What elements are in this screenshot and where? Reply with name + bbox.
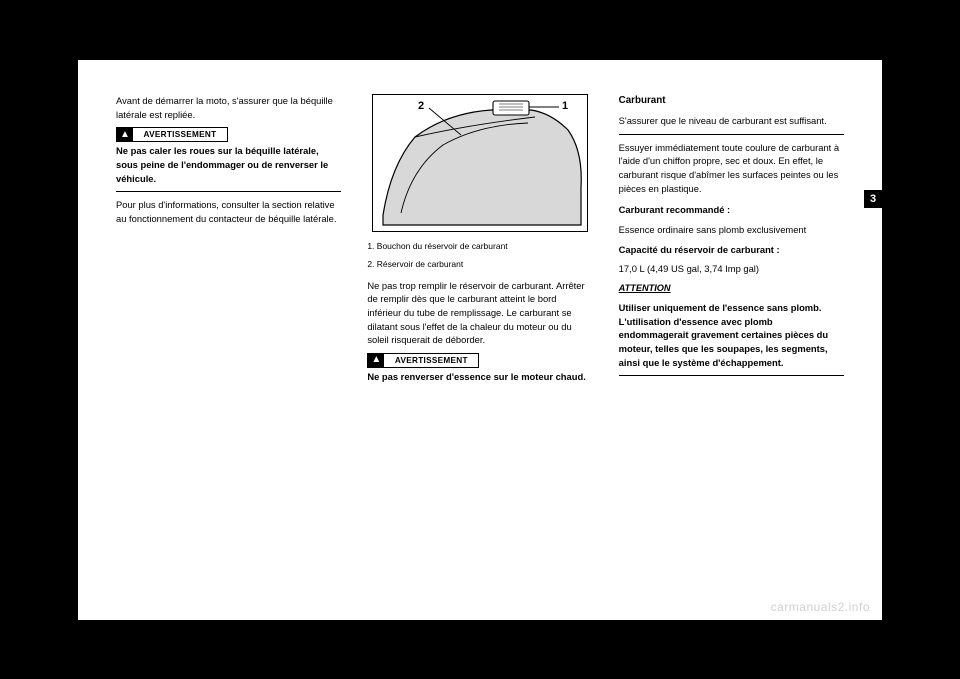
callout-1: 1 xyxy=(561,99,569,115)
body-text: Pour plus d'informations, consulter la s… xyxy=(116,198,341,225)
section-heading: Carburant xyxy=(619,94,844,108)
callout-2: 2 xyxy=(417,99,425,115)
warning-triangle-icon: ▲ xyxy=(117,128,133,141)
source-watermark: carmanuals2.info xyxy=(771,600,870,614)
spec-value: 17,0 L (4,49 US gal, 3,74 Imp gal) xyxy=(619,262,844,276)
warning-badge: ▲ AVERTISSEMENT xyxy=(367,353,479,368)
warning-badge: ▲ AVERTISSEMENT xyxy=(116,127,228,142)
manual-page: 3 Avant de démarrer la moto, s'assurer q… xyxy=(78,60,882,620)
fuel-tank-illustration xyxy=(373,95,588,232)
attention-label: ATTENTION xyxy=(619,282,844,295)
divider xyxy=(116,191,341,192)
figure-caption-1: 1. Bouchon du réservoir de carburant xyxy=(367,240,592,252)
warning-text: Ne pas caler les roues sur la béquille l… xyxy=(116,144,341,185)
column-2: 2 1 1. Bouchon du réservoir de carburant… xyxy=(367,94,592,564)
body-text: Essuyer immédiatement toute coulure de c… xyxy=(619,141,844,196)
chapter-tab: 3 xyxy=(864,190,882,208)
figure-caption-2: 2. Réservoir de carburant xyxy=(367,258,592,270)
body-text: S'assurer que le niveau de carburant est… xyxy=(619,114,844,128)
fuel-tank-figure: 2 1 xyxy=(372,94,588,232)
spec-label: Capacité du réservoir de carburant : xyxy=(619,243,844,257)
body-text: Ne pas trop remplir le réservoir de carb… xyxy=(367,279,592,347)
content-columns: Avant de démarrer la moto, s'assurer que… xyxy=(116,94,844,564)
spec-value: Essence ordinaire sans plomb exclusiveme… xyxy=(619,223,844,237)
attention-text: Utiliser uniquement de l'essence sans pl… xyxy=(619,301,844,369)
column-3: Carburant S'assurer que le niveau de car… xyxy=(619,94,844,564)
divider xyxy=(619,134,844,135)
divider xyxy=(619,375,844,376)
warning-label: AVERTISSEMENT xyxy=(384,354,478,367)
warning-label: AVERTISSEMENT xyxy=(133,128,227,141)
spec-label: Carburant recommandé : xyxy=(619,203,844,217)
warning-text: Ne pas renverser d'essence sur le moteur… xyxy=(367,370,592,384)
column-1: Avant de démarrer la moto, s'assurer que… xyxy=(116,94,341,564)
body-text: Avant de démarrer la moto, s'assurer que… xyxy=(116,94,341,121)
warning-triangle-icon: ▲ xyxy=(368,354,384,367)
